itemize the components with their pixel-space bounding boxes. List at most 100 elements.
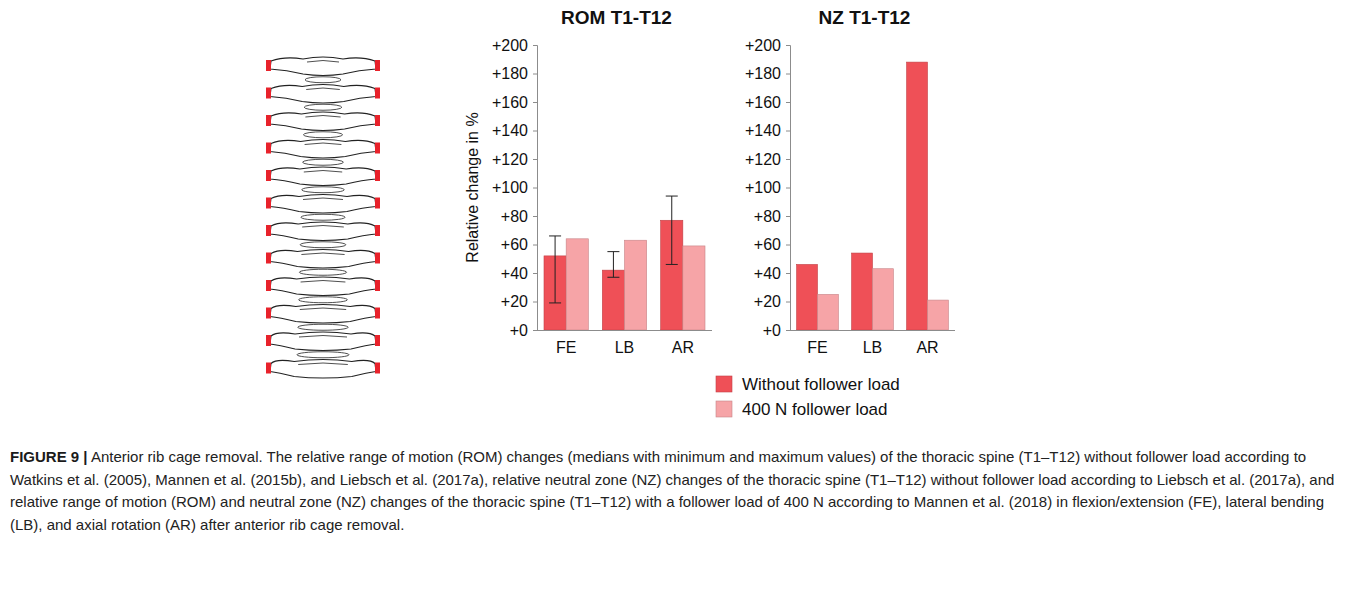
error-bar-stem bbox=[613, 252, 614, 278]
error-bar bbox=[549, 236, 561, 303]
vertebra bbox=[270, 167, 376, 186]
y-tick-label: +120 bbox=[745, 151, 781, 168]
vertebral-body bbox=[301, 253, 344, 255]
legend-label: Without follower load bbox=[742, 375, 900, 394]
error-bar bbox=[666, 196, 678, 264]
rib-cut-left bbox=[266, 170, 271, 181]
x-tick: FE bbox=[556, 339, 576, 356]
y-tick-label: +60 bbox=[501, 236, 528, 253]
bar bbox=[683, 246, 705, 330]
error-bar-cap bbox=[607, 277, 619, 278]
caption-text: Anterior rib cage removal. The relative … bbox=[10, 448, 1334, 533]
y-tick-label: +80 bbox=[501, 208, 528, 225]
y-tick: +20 bbox=[754, 293, 790, 310]
rib-cut-right bbox=[375, 335, 380, 346]
y-tick: +100 bbox=[745, 179, 790, 196]
error-bar-cap bbox=[549, 235, 561, 236]
disc bbox=[305, 77, 341, 83]
rib-cut-left bbox=[266, 253, 271, 264]
y-tick: +120 bbox=[492, 151, 537, 168]
x-tick-label: FE bbox=[807, 339, 827, 356]
bar bbox=[625, 240, 647, 330]
chart-panel: +0+20+40+60+80+100+120+140+160+180+200FE… bbox=[745, 7, 955, 356]
rib-cut-left bbox=[266, 363, 271, 374]
y-tick: +140 bbox=[492, 122, 537, 139]
rib-cut-left bbox=[266, 60, 271, 71]
vertebra bbox=[270, 222, 376, 241]
disc bbox=[300, 242, 346, 248]
axis-line bbox=[537, 330, 712, 331]
axis-line bbox=[533, 46, 538, 331]
vertebra bbox=[270, 195, 376, 214]
y-tick-label: +180 bbox=[745, 65, 781, 82]
chart-title: ROM T1-T12 bbox=[561, 7, 672, 28]
x-tick-label: LB bbox=[863, 339, 883, 356]
y-tick-label: +160 bbox=[745, 94, 781, 111]
y-tick-mark bbox=[533, 102, 537, 103]
y-tick-label: +160 bbox=[492, 94, 528, 111]
disc bbox=[303, 132, 342, 138]
y-tick: +140 bbox=[745, 122, 790, 139]
vertebral-body bbox=[301, 281, 346, 283]
disc bbox=[301, 214, 345, 220]
y-tick: +160 bbox=[745, 94, 790, 111]
y-tick-label: +100 bbox=[492, 179, 528, 196]
vertebral-body bbox=[304, 171, 342, 173]
vertebra bbox=[270, 85, 376, 104]
y-tick-label: +140 bbox=[745, 122, 781, 139]
bar bbox=[797, 264, 818, 330]
x-tick-label: FE bbox=[556, 339, 576, 356]
figure-canvas: +0 +20 +40 +60 +80 +100 +120 +140 +160 +180 +200 FE… bbox=[0, 0, 1356, 440]
rib-cut-left bbox=[266, 115, 271, 126]
y-tick-mark bbox=[786, 74, 790, 75]
x-axis: FELBAR bbox=[537, 331, 712, 357]
vertebral-body bbox=[302, 226, 344, 228]
x-tick: AR bbox=[916, 339, 938, 356]
y-tick-mark bbox=[786, 188, 790, 189]
y-tick-mark bbox=[786, 245, 790, 246]
y-tick: +80 bbox=[754, 208, 790, 225]
y-tick-label: +180 bbox=[492, 65, 528, 82]
y-tick-label: +20 bbox=[754, 293, 781, 310]
rib-cut-left bbox=[266, 143, 271, 154]
vertebral-body bbox=[300, 308, 346, 310]
bar bbox=[873, 269, 894, 330]
plot-marks bbox=[544, 196, 705, 330]
y-tick-label: +200 bbox=[745, 37, 781, 54]
x-tick-label: AR bbox=[672, 339, 694, 356]
legend-item: 400 N follower load bbox=[716, 400, 888, 419]
rib-cut-right bbox=[375, 115, 380, 126]
y-tick: +40 bbox=[754, 265, 790, 282]
y-tick-mark bbox=[786, 45, 790, 46]
rib-cut-right bbox=[375, 253, 380, 264]
y-tick-mark bbox=[533, 74, 537, 75]
y-axis-title: Relative change in % bbox=[464, 112, 481, 262]
rib-cut-right bbox=[375, 60, 380, 71]
spine-illustration bbox=[266, 57, 380, 378]
y-tick-label: +20 bbox=[501, 293, 528, 310]
rib-cut-left bbox=[266, 308, 271, 319]
disc bbox=[302, 187, 344, 193]
vertebral-body bbox=[307, 61, 339, 63]
vertebral-body bbox=[305, 143, 342, 145]
y-tick-mark bbox=[533, 273, 537, 274]
rib-cut-left bbox=[266, 198, 271, 209]
x-tick-label: AR bbox=[916, 339, 938, 356]
rib-cut-left bbox=[266, 335, 271, 346]
legend: Without follower load 400 N follower load bbox=[716, 375, 900, 419]
error-bar-cap bbox=[607, 251, 619, 252]
x-tick: LB bbox=[863, 339, 883, 356]
y-tick: +200 bbox=[492, 37, 537, 54]
rib-cut-right bbox=[375, 88, 380, 99]
disc bbox=[299, 269, 346, 275]
y-tick-mark bbox=[533, 302, 537, 303]
rib-cut-right bbox=[375, 308, 380, 319]
y-tick-mark bbox=[533, 45, 537, 46]
vertebral-body bbox=[303, 198, 343, 200]
vertebra bbox=[270, 57, 376, 76]
y-tick-mark bbox=[533, 245, 537, 246]
caption: FIGURE 9 | Anterior rib cage removal. Th… bbox=[10, 446, 1344, 536]
chart-panel: +0+20+40+60+80+100+120+140+160+180+200FE… bbox=[464, 7, 712, 356]
axis-line bbox=[786, 46, 791, 331]
y-tick: +0 bbox=[763, 322, 790, 339]
